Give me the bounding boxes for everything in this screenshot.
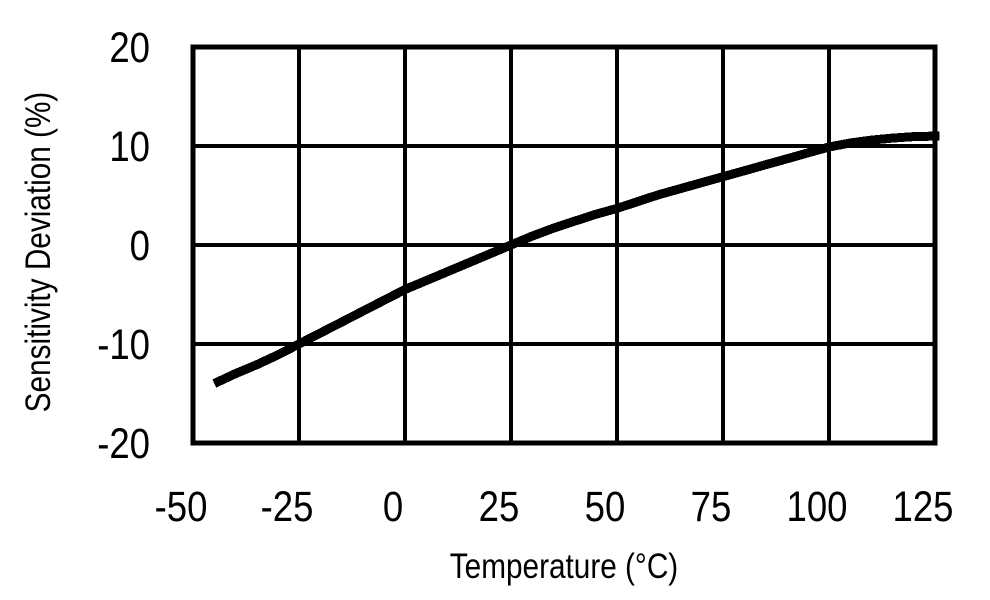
grid-lines — [191, 45, 937, 445]
sensitivity-deviation-curve — [212, 131, 940, 388]
x-tick-label: 25 — [479, 483, 520, 530]
x-tick-label: 0 — [383, 483, 403, 530]
x-tick-label: -50 — [155, 483, 208, 530]
y-tick-label: 20 — [109, 24, 150, 71]
x-axis-tick-labels: -50 -25 0 25 50 75 100 125 — [155, 483, 954, 530]
x-tick-label: -25 — [261, 483, 314, 530]
y-tick-label: 10 — [109, 123, 150, 170]
x-axis-title: Temperature (°C) — [450, 547, 678, 586]
y-tick-label: 0 — [130, 222, 150, 269]
plot-border — [190, 44, 938, 446]
x-tick-label: 75 — [691, 483, 732, 530]
y-axis-title: Sensitivity Deviation (%) — [19, 92, 58, 413]
x-tick-label: 125 — [893, 483, 954, 530]
x-tick-label: 100 — [787, 483, 848, 530]
y-axis-tick-labels: -20 -10 0 10 20 — [97, 24, 150, 467]
y-tick-label: -20 — [97, 420, 150, 467]
x-tick-label: 50 — [585, 483, 626, 530]
y-tick-label: -10 — [97, 321, 150, 368]
